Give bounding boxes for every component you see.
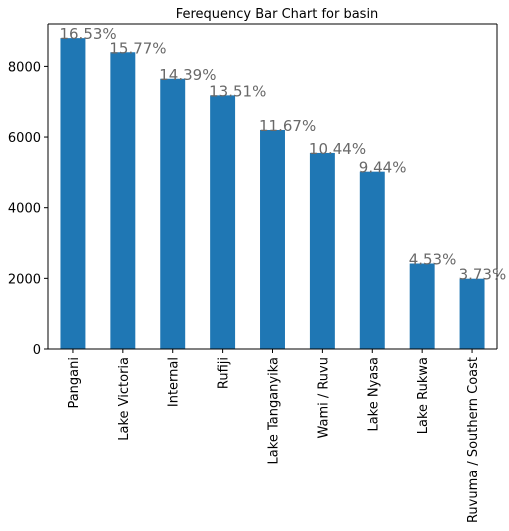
x-tick-label: Lake Tanganyika bbox=[267, 357, 282, 464]
percent-label: 14.39% bbox=[159, 66, 216, 84]
y-tick-label: 4000 bbox=[8, 202, 41, 217]
bar bbox=[309, 152, 335, 349]
y-tick-label: 8000 bbox=[8, 60, 41, 75]
percent-label: 4.53% bbox=[409, 251, 457, 269]
x-tick-label: Lake Rukwa bbox=[416, 357, 431, 434]
bar bbox=[359, 171, 385, 349]
bar bbox=[160, 78, 186, 349]
percent-label: 15.77% bbox=[109, 39, 166, 57]
chart-title: Ferequency Bar Chart for basin bbox=[176, 7, 379, 22]
bar bbox=[409, 263, 435, 349]
bar bbox=[210, 95, 236, 349]
percent-label: 13.51% bbox=[209, 82, 266, 100]
x-tick-label: Rufiji bbox=[217, 357, 232, 389]
bar bbox=[110, 52, 136, 350]
percent-label: 16.53% bbox=[59, 25, 116, 43]
y-tick-label: 6000 bbox=[8, 131, 41, 146]
y-tick-label: 2000 bbox=[8, 272, 41, 287]
bar bbox=[60, 38, 86, 350]
x-tick-label: Lake Victoria bbox=[117, 357, 132, 441]
plot-area: 0 2000 4000 6000 8000 Pangani Lake Victoria Int… bbox=[8, 23, 507, 523]
percent-label: 10.44% bbox=[309, 140, 366, 158]
percent-label: 9.44% bbox=[359, 159, 407, 177]
x-tick-label: Wami / Ruvu bbox=[316, 357, 331, 439]
x-tick-label: Internal bbox=[167, 357, 182, 407]
x-tick-label: Ruvuma / Southern Coast bbox=[466, 357, 481, 523]
bar bbox=[260, 129, 285, 349]
percent-label: 3.73% bbox=[459, 266, 507, 284]
y-tick-label: 0 bbox=[33, 343, 41, 358]
x-tick-label: Pangani bbox=[67, 357, 82, 409]
x-tick-label: Lake Nyasa bbox=[366, 357, 381, 432]
percent-label: 11.67% bbox=[259, 117, 316, 135]
bar bbox=[459, 278, 485, 349]
